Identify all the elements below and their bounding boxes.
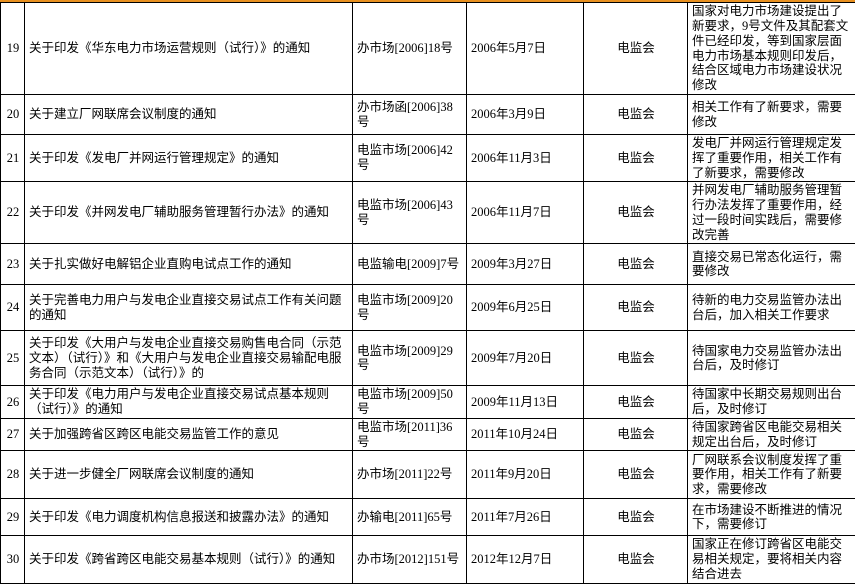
handling-opinion-cell: 发电厂并网运行管理规定发挥了重要作用，相关工作有了新要求，需要修改 xyxy=(688,135,855,182)
issuing-authority-cell: 电监会 xyxy=(584,182,688,244)
row-number-cell: 29 xyxy=(1,499,25,536)
issuing-authority-cell: 电监会 xyxy=(584,285,688,331)
document-number-cell: 办市场[2011]22号 xyxy=(353,451,467,499)
document-number-cell: 电监市场[2006]42号 xyxy=(353,135,467,182)
document-number-cell: 办输电[2011]65号 xyxy=(353,499,467,536)
document-title-cell: 关于印发《电力调度机构信息报送和披露办法》的通知 xyxy=(25,499,353,536)
row-number-cell: 20 xyxy=(1,95,25,135)
issuing-authority-cell: 电监会 xyxy=(584,499,688,536)
document-title-cell: 关于印发《大用户与发电企业直接交易购售电合同（示范文本）（试行）》和《大用户与发… xyxy=(25,331,353,386)
row-number-cell: 28 xyxy=(1,451,25,499)
document-title-cell: 关于印发《华东电力市场运营规则（试行）》的通知 xyxy=(25,3,353,95)
issue-date-cell: 2006年11月7日 xyxy=(467,182,584,244)
row-number-cell: 25 xyxy=(1,331,25,386)
issue-date-cell: 2006年5月7日 xyxy=(467,3,584,95)
issue-date-cell: 2009年7月20日 xyxy=(467,331,584,386)
document-title-cell: 关于印发《跨省跨区电能交易基本规则（试行）》的通知 xyxy=(25,536,353,583)
handling-opinion-cell: 国家对电力市场建设提出了新要求，9号文件及其配套文件已经印发，等到国家层面电力市… xyxy=(688,3,855,95)
document-title-cell: 关于加强跨省区跨区电能交易监管工作的意见 xyxy=(25,418,353,451)
document-title-cell: 关于完善电力用户与发电企业直接交易试点工作有关问题的通知 xyxy=(25,285,353,331)
issuing-authority-cell: 电监会 xyxy=(584,3,688,95)
handling-opinion-cell: 待国家电力交易监管办法出台后，及时修订 xyxy=(688,331,855,386)
issuing-authority-cell: 电监会 xyxy=(584,418,688,451)
row-number-cell: 26 xyxy=(1,386,25,419)
issuing-authority-cell: 电监会 xyxy=(584,536,688,583)
issue-date-cell: 2011年10月24日 xyxy=(467,418,584,451)
document-number-cell: 电监市场[2009]29号 xyxy=(353,331,467,386)
handling-opinion-cell: 待新的电力交易监管办法出台后，加入相关工作要求 xyxy=(688,285,855,331)
issue-date-cell: 2009年11月13日 xyxy=(467,386,584,419)
row-number-cell: 19 xyxy=(1,3,25,95)
row-number-cell: 30 xyxy=(1,536,25,583)
handling-opinion-cell: 待国家中长期交易规则出台后，及时修订 xyxy=(688,386,855,419)
row-number-cell: 23 xyxy=(1,244,25,285)
handling-opinion-cell: 在市场建设不断推进的情况下，需要修订 xyxy=(688,499,855,536)
issuing-authority-cell: 电监会 xyxy=(584,451,688,499)
document-number-cell: 电监市场[2006]43号 xyxy=(353,182,467,244)
issuing-authority-cell: 电监会 xyxy=(584,95,688,135)
document-number-cell: 办市场函[2006]38号 xyxy=(353,95,467,135)
document-title-cell: 关于建立厂网联席会议制度的通知 xyxy=(25,95,353,135)
issue-date-cell: 2011年9月20日 xyxy=(467,451,584,499)
issue-date-cell: 2009年6月25日 xyxy=(467,285,584,331)
handling-opinion-cell: 厂网联系会议制度发挥了重要作用，相关工作有了新要求，需要修改 xyxy=(688,451,855,499)
handling-opinion-cell: 并网发电厂辅助服务管理暂行办法发挥了重要作用，经过一段时间实践后，需要修改完善 xyxy=(688,182,855,244)
handling-opinion-cell: 相关工作有了新要求，需要修改 xyxy=(688,95,855,135)
document-title-cell: 关于印发《发电厂并网运行管理规定》的通知 xyxy=(25,135,353,182)
handling-opinion-cell: 待国家跨省区电能交易相关规定出台后，及时修订 xyxy=(688,418,855,451)
issuing-authority-cell: 电监会 xyxy=(584,135,688,182)
issuing-authority-cell: 电监会 xyxy=(584,244,688,285)
row-number-cell: 22 xyxy=(1,182,25,244)
issue-date-cell: 2006年11月3日 xyxy=(467,135,584,182)
handling-opinion-cell: 国家正在修订跨省区电能交易相关规定，要将相关内容结合进去 xyxy=(688,536,855,583)
row-number-cell: 21 xyxy=(1,135,25,182)
row-number-cell: 24 xyxy=(1,285,25,331)
document-title-cell: 关于印发《并网发电厂辅助服务管理暂行办法》的通知 xyxy=(25,182,353,244)
issuing-authority-cell: 电监会 xyxy=(584,386,688,419)
document-title-cell: 关于进一步健全厂网联席会议制度的通知 xyxy=(25,451,353,499)
document-number-cell: 办市场[2012]151号 xyxy=(353,536,467,583)
document-title-cell: 关于扎实做好电解铝企业直购电试点工作的通知 xyxy=(25,244,353,285)
row-number-cell: 27 xyxy=(1,418,25,451)
issue-date-cell: 2009年3月27日 xyxy=(467,244,584,285)
issuing-authority-cell: 电监会 xyxy=(584,331,688,386)
document-number-cell: 电监市场[2009]50号 xyxy=(353,386,467,419)
document-number-cell: 电监市场[2009]20号 xyxy=(353,285,467,331)
document-number-cell: 电监输电[2009]7号 xyxy=(353,244,467,285)
issue-date-cell: 2006年3月9日 xyxy=(467,95,584,135)
document-title-cell: 关于印发《电力用户与发电企业直接交易试点基本规则（试行）》的通知 xyxy=(25,386,353,419)
document-number-cell: 办市场[2006]18号 xyxy=(353,3,467,95)
document-number-cell: 电监市场[2011]36号 xyxy=(353,418,467,451)
handling-opinion-cell: 直接交易已常态化运行，需要修改 xyxy=(688,244,855,285)
issue-date-cell: 2011年7月26日 xyxy=(467,499,584,536)
issue-date-cell: 2012年12月7日 xyxy=(467,536,584,583)
